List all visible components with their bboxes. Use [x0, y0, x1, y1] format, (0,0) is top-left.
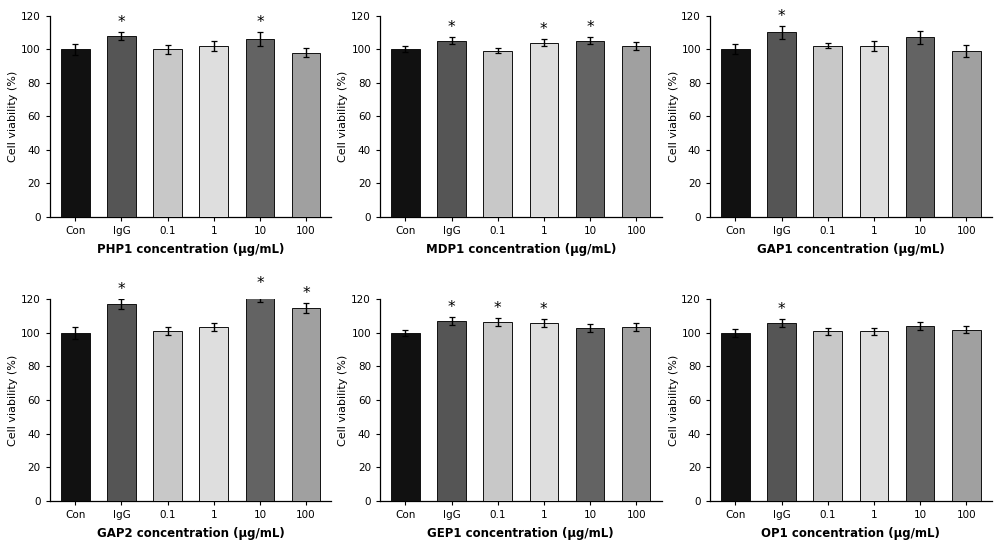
Bar — [391, 49, 420, 217]
Bar — [107, 304, 136, 501]
Bar — [246, 39, 274, 217]
Bar — [153, 49, 182, 217]
Bar — [721, 333, 750, 501]
Bar — [437, 321, 466, 501]
Bar — [530, 43, 558, 217]
Bar — [292, 53, 320, 217]
Text: *: * — [302, 286, 310, 301]
Bar — [767, 323, 796, 501]
Bar — [576, 41, 604, 217]
Bar — [61, 49, 90, 217]
Bar — [622, 46, 650, 217]
Bar — [530, 323, 558, 501]
Bar — [246, 298, 274, 501]
X-axis label: GEP1 concentration (μg/mL): GEP1 concentration (μg/mL) — [427, 527, 614, 540]
Bar — [860, 331, 888, 501]
Bar — [437, 41, 466, 217]
Bar — [483, 51, 512, 217]
Bar — [391, 333, 420, 501]
Y-axis label: Cell viability (%): Cell viability (%) — [338, 355, 348, 446]
Y-axis label: Cell viability (%): Cell viability (%) — [8, 355, 18, 446]
Bar — [576, 328, 604, 501]
Text: *: * — [256, 276, 264, 292]
Bar — [813, 331, 842, 501]
Bar — [483, 322, 512, 501]
Text: *: * — [778, 9, 785, 24]
X-axis label: OP1 concentration (μg/mL): OP1 concentration (μg/mL) — [761, 527, 940, 540]
Text: *: * — [448, 20, 455, 36]
Text: *: * — [586, 20, 594, 36]
Bar — [952, 329, 981, 501]
Bar — [952, 51, 981, 217]
Bar — [721, 49, 750, 217]
Bar — [292, 308, 320, 501]
Bar — [906, 37, 934, 217]
Text: *: * — [540, 22, 548, 37]
Y-axis label: Cell viability (%): Cell viability (%) — [8, 71, 18, 162]
Text: *: * — [540, 301, 548, 317]
Bar — [61, 333, 90, 501]
Bar — [199, 327, 228, 501]
X-axis label: GAP2 concentration (μg/mL): GAP2 concentration (μg/mL) — [97, 527, 285, 540]
Bar — [199, 46, 228, 217]
Text: *: * — [118, 282, 125, 298]
Y-axis label: Cell viability (%): Cell viability (%) — [338, 71, 348, 162]
Bar — [107, 36, 136, 217]
X-axis label: PHP1 concentration (μg/mL): PHP1 concentration (μg/mL) — [97, 243, 284, 256]
Bar — [767, 32, 796, 217]
Text: *: * — [256, 15, 264, 31]
Bar — [622, 327, 650, 501]
Y-axis label: Cell viability (%): Cell viability (%) — [669, 355, 679, 446]
Text: *: * — [778, 301, 785, 317]
X-axis label: MDP1 concentration (μg/mL): MDP1 concentration (μg/mL) — [426, 243, 616, 256]
Text: *: * — [448, 300, 455, 315]
Y-axis label: Cell viability (%): Cell viability (%) — [669, 71, 679, 162]
Text: *: * — [118, 15, 125, 30]
X-axis label: GAP1 concentration (μg/mL): GAP1 concentration (μg/mL) — [757, 243, 945, 256]
Bar — [906, 326, 934, 501]
Bar — [153, 331, 182, 501]
Bar — [860, 46, 888, 217]
Bar — [813, 46, 842, 217]
Text: *: * — [494, 301, 502, 316]
